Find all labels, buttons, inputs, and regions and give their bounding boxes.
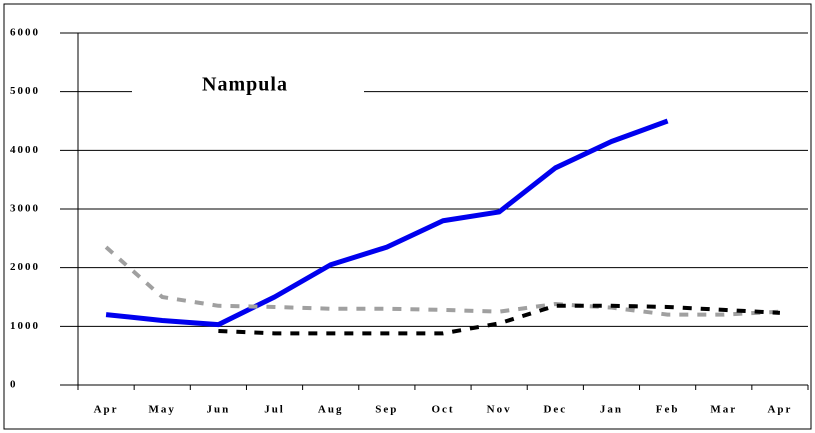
y-tick-label: 3000 xyxy=(10,203,40,215)
x-tick-label: Apr xyxy=(94,404,119,416)
chart-border xyxy=(3,3,812,430)
x-tick-label: Aug xyxy=(318,404,344,416)
x-tick-label: May xyxy=(149,404,176,416)
x-tick-label: Nov xyxy=(487,404,512,416)
x-tick-label: Jan xyxy=(600,404,623,416)
x-tick-label: Oct xyxy=(431,404,454,416)
series-line xyxy=(104,245,781,317)
y-tick-label: 6000 xyxy=(10,27,40,39)
x-tick-label: Mar xyxy=(710,404,737,416)
x-tick-label: Sep xyxy=(375,404,398,416)
title-background xyxy=(132,55,364,125)
y-tick-label: 1000 xyxy=(10,320,40,332)
x-tick-label: Feb xyxy=(656,404,680,416)
x-tick-label: Apr xyxy=(767,404,792,416)
y-tick-label: 4000 xyxy=(10,144,40,156)
y-tick-label: 5000 xyxy=(10,85,40,97)
y-tick-label: 2000 xyxy=(10,261,40,273)
x-tick-label: Jul xyxy=(264,404,285,416)
x-tick-label: Dec xyxy=(543,404,567,416)
x-tick-label: Jun xyxy=(207,404,231,416)
chart-title: Nampula xyxy=(202,74,288,96)
series-line xyxy=(105,118,669,328)
y-tick-label: 0 xyxy=(10,379,18,391)
series-line xyxy=(218,303,781,336)
